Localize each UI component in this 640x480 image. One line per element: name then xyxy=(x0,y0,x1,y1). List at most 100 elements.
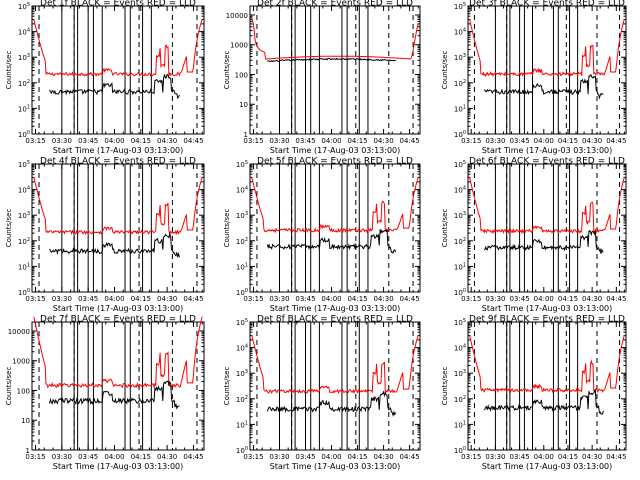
chart-panel-7: Det 7f BLACK = Events RED = LLD Counts/se… xyxy=(5,315,205,471)
y-tick-label: 104 xyxy=(18,186,30,195)
x-tick-label: 03:15 xyxy=(243,295,263,303)
x-tick-label: 04:15 xyxy=(558,453,578,461)
x-tick-label: 04:15 xyxy=(347,295,367,303)
plot-frame xyxy=(31,5,205,135)
y-tick-label: 101 xyxy=(18,104,30,113)
x-tick-label: 04:30 xyxy=(373,453,393,461)
y-tick-label: 102 xyxy=(18,237,30,246)
x-tick-label: 04:00 xyxy=(534,137,554,145)
x-tick-label: 03:45 xyxy=(509,453,529,461)
x-tick-label: 04:15 xyxy=(347,137,367,145)
y-tick-label: 103 xyxy=(18,53,30,62)
x-tick-label: 03:30 xyxy=(269,295,289,303)
x-tick-label: 04:00 xyxy=(534,453,554,461)
y-tick-label: 100 xyxy=(18,288,30,297)
x-tick-label: 03:45 xyxy=(295,453,315,461)
y-tick-label: 101 xyxy=(454,104,466,113)
y-tick-label: 1000 xyxy=(230,42,248,50)
x-tick-label: 04:15 xyxy=(347,453,367,461)
y-axis-label: Counts/sec xyxy=(223,367,231,406)
x-tick-label: 03:30 xyxy=(269,453,289,461)
lld-series-line xyxy=(33,177,203,236)
y-tick-label: 102 xyxy=(454,79,466,88)
plot-frame xyxy=(31,163,205,293)
events-series-line xyxy=(483,229,604,254)
y-tick-label: 105 xyxy=(236,160,248,169)
chart-title: Det 4f BLACK = Events RED = LLD xyxy=(40,157,196,167)
x-tick-label: 03:45 xyxy=(295,295,315,303)
x-tick-label: 03:30 xyxy=(485,453,505,461)
events-series-line xyxy=(483,389,604,415)
chart-panel-6: Det 6f BLACK = Events RED = LLD Counts/se… xyxy=(441,157,627,313)
events-series-line xyxy=(49,73,180,100)
x-axis-label: Start Time (17-Aug-03 03:13:00) xyxy=(270,304,401,313)
y-axis-label: Counts/sec xyxy=(441,51,449,90)
x-tick-label: 04:45 xyxy=(399,453,419,461)
lld-series-line xyxy=(469,177,625,235)
y-tick-label: 100 xyxy=(18,130,30,139)
chart-title: Det 2f BLACK = Events RED = LLD xyxy=(257,0,413,9)
x-tick-label: 04:00 xyxy=(321,453,341,461)
events-series-line xyxy=(266,229,397,254)
y-tick-label: 104 xyxy=(454,186,466,195)
x-tick-label: 04:15 xyxy=(558,295,578,303)
y-tick-label: 104 xyxy=(454,344,466,353)
events-series-line xyxy=(267,57,396,63)
x-tick-label: 04:45 xyxy=(606,137,626,145)
events-series-line xyxy=(483,73,604,100)
y-tick-label: 102 xyxy=(454,237,466,246)
chart-title: Det 1f BLACK = Events RED = LLD xyxy=(40,0,196,9)
x-tick-label: 03:15 xyxy=(243,453,263,461)
y-tick-label: 1000 xyxy=(12,358,30,366)
x-tick-label: 04:30 xyxy=(373,295,393,303)
lld-series-line xyxy=(469,19,625,78)
chart-title: Det 8f BLACK = Events RED = LLD xyxy=(257,315,413,325)
y-tick-label: 105 xyxy=(454,2,466,11)
y-tick-label: 1 xyxy=(244,131,248,139)
x-tick-label: 03:30 xyxy=(52,453,72,461)
y-tick-label: 103 xyxy=(236,211,248,220)
y-tick-label: 100 xyxy=(454,288,466,297)
y-tick-label: 103 xyxy=(454,369,466,378)
x-tick-label: 04:00 xyxy=(104,295,124,303)
x-axis-label: Start Time (17-Aug-03 03:13:00) xyxy=(53,304,184,313)
x-tick-label: 04:45 xyxy=(399,295,419,303)
chart-title: Det 5f BLACK = Events RED = LLD xyxy=(257,157,413,167)
y-axis-label: Counts/sec xyxy=(223,209,231,248)
x-axis-label: Start Time (17-Aug-03 03:13:00) xyxy=(482,462,613,471)
x-tick-label: 03:45 xyxy=(78,453,98,461)
y-tick-label: 100 xyxy=(454,446,466,455)
x-tick-label: 03:15 xyxy=(243,137,263,145)
x-tick-label: 04:45 xyxy=(399,137,419,145)
x-tick-label: 04:30 xyxy=(582,137,602,145)
x-tick-label: 04:00 xyxy=(534,295,554,303)
lld-series-line xyxy=(251,177,419,234)
events-series-line xyxy=(49,231,180,259)
x-tick-label: 03:15 xyxy=(461,137,481,145)
x-axis-label: Start Time (17-Aug-03 03:13:00) xyxy=(270,462,401,471)
y-tick-label: 1 xyxy=(26,447,30,455)
y-tick-label: 101 xyxy=(18,262,30,271)
lld-series-line xyxy=(33,19,203,78)
x-tick-label: 04:45 xyxy=(606,295,626,303)
y-tick-label: 104 xyxy=(236,344,248,353)
x-tick-label: 03:15 xyxy=(25,295,45,303)
x-tick-label: 03:30 xyxy=(52,295,72,303)
y-tick-label: 105 xyxy=(454,160,466,169)
y-axis-label: Counts/sec xyxy=(5,367,13,406)
y-tick-label: 100 xyxy=(236,446,248,455)
x-tick-label: 04:00 xyxy=(104,137,124,145)
x-tick-label: 03:30 xyxy=(269,137,289,145)
y-tick-label: 104 xyxy=(454,28,466,37)
y-tick-label: 10 xyxy=(21,417,30,425)
chart-panel-2: Det 2f BLACK = Events RED = LLD Counts/se… xyxy=(223,0,421,155)
plot-frame xyxy=(467,5,627,135)
x-axis-label: Start Time (17-Aug-03 03:13:00) xyxy=(482,304,613,313)
x-axis-label: Start Time (17-Aug-03 03:13:00) xyxy=(53,146,184,155)
lld-series-line xyxy=(251,335,419,395)
y-tick-label: 100 xyxy=(17,387,30,395)
x-tick-label: 04:30 xyxy=(373,137,393,145)
lld-series-line xyxy=(251,17,419,60)
x-tick-label: 03:15 xyxy=(461,295,481,303)
y-tick-label: 102 xyxy=(236,237,248,246)
